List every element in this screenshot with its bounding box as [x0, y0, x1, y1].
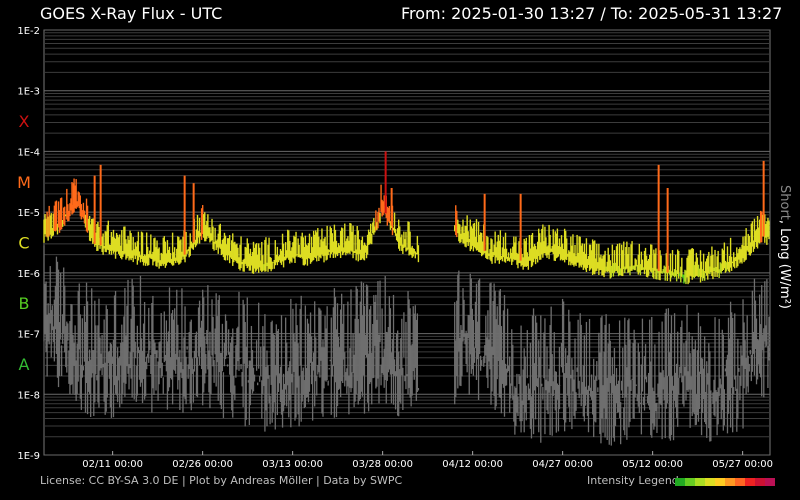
x-tick-label: 03/13 00:00	[262, 459, 323, 470]
legend-swatch	[755, 478, 765, 486]
short-series-label: Short	[777, 185, 792, 220]
x-tick-label: 02/26 00:00	[172, 459, 233, 470]
x-tick-label: 04/27 00:00	[532, 459, 593, 470]
y-tick-label: 1E-3	[17, 87, 40, 98]
legend-swatch	[675, 478, 685, 486]
flare-class-c-label: C	[18, 234, 29, 253]
long-series-label: Long (W/m²)	[777, 228, 792, 309]
flare-class-m-label: M	[17, 173, 31, 192]
y-tick-label: 1E-5	[17, 208, 40, 219]
x-tick-label: 05/27 00:00	[712, 459, 773, 470]
y-tick-label: 1E-9	[17, 451, 40, 462]
legend-swatch	[725, 478, 735, 486]
short-series	[43, 245, 770, 446]
flare-class-x-label: X	[19, 112, 30, 131]
legend-swatch	[705, 478, 715, 486]
y-tick-label: 1E-8	[17, 390, 40, 401]
y-tick-label: 1E-4	[17, 147, 40, 158]
legend-swatch	[735, 478, 745, 486]
chart-title: GOES X-Ray Flux - UTC	[40, 4, 223, 23]
x-tick-label: 04/12 00:00	[442, 459, 503, 470]
x-tick-label: 02/11 00:00	[82, 459, 143, 470]
flare-class-b-label: B	[19, 294, 30, 313]
legend-swatch	[715, 478, 725, 486]
flare-class-a-label: A	[19, 355, 30, 374]
x-tick-label: 05/12 00:00	[622, 459, 683, 470]
legend-swatch	[745, 478, 755, 486]
y-tick-label: 1E-6	[17, 269, 40, 280]
intensity-legend-bar	[675, 478, 775, 486]
credits: License: CC BY-SA 3.0 DE | Plot by Andre…	[40, 474, 403, 487]
legend-swatch	[695, 478, 705, 486]
y-axis-right-label: Short, Long (W/m²)	[777, 185, 792, 309]
label-separator: ,	[777, 219, 792, 229]
intensity-legend-label: Intensity Legend	[587, 474, 679, 487]
y-tick-label: 1E-2	[17, 26, 40, 37]
legend-swatch	[685, 478, 695, 486]
date-range: From: 2025-01-30 13:27 / To: 2025-05-31 …	[401, 4, 783, 23]
legend-swatch	[765, 478, 775, 486]
long-series	[43, 151, 770, 285]
y-tick-label: 1E-7	[17, 330, 40, 341]
x-tick-label: 03/28 00:00	[352, 459, 413, 470]
